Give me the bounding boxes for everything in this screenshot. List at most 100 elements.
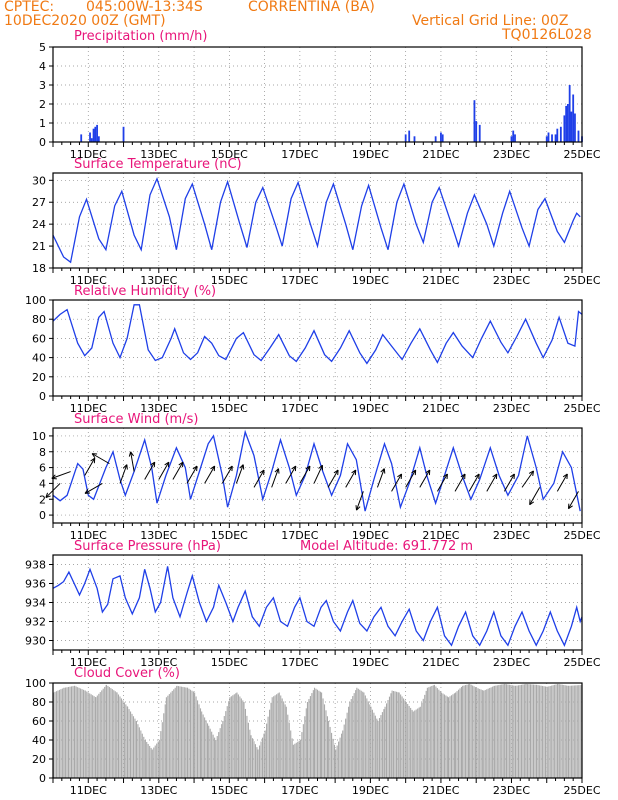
panel-cloud-bar [311,693,313,778]
panel-precip-ytick-label: 4 [39,60,46,73]
panel-cloud-bar [529,684,532,778]
panel-cloud-bar [54,691,56,778]
panel-wind-wind-arrow [356,491,364,511]
panel-wind-wind-arrow [556,473,568,492]
panel-cloud-bar [221,724,223,778]
panel-cloud-bar [457,689,460,778]
panel-wind-wind-arrow-head [568,505,573,510]
panel-wind-wind-arrow-head [259,469,265,474]
panel-cloud-bar [578,685,580,778]
panel-cloud-bar [532,684,535,778]
panel-cloud-bar [89,693,91,778]
panel-cloud-bar [290,730,292,778]
panel-precip-bar [441,134,444,142]
panel-wind-wind-arrow-head [291,465,297,470]
panel-cloud-bar [385,703,388,778]
panel-cloud-bar [525,683,527,778]
panel-cloud-bar [297,741,299,778]
panel-cloud-bar [363,692,365,778]
panel-cloud-bar [179,686,181,778]
panel-cloud-bar [479,688,481,778]
panel-temp-frame [52,172,583,269]
panel-cloud-bar [140,730,142,778]
panel-cloud-bar [122,700,124,778]
panel-cloud-bar [156,743,158,778]
panel-cloud-bar [86,691,88,778]
panel-cloud-bar [167,695,169,778]
panel-cloud-bar [117,694,120,778]
panel-wind-wind-arrow-head [274,468,279,473]
panel-cloud-bar [452,694,454,778]
panel-precip-bar [408,130,411,142]
panel-cloud-bar [141,733,143,778]
panel-wind-series-line [52,429,581,512]
panel-cloud-bar [507,684,509,778]
panel-wind-wind-arrow-head [492,473,498,478]
panel-temp-ytick-label: 30 [32,174,46,187]
panel-cloud-bar [187,687,189,778]
panel-cloud-bar [424,694,426,778]
panel-cloud-bar [460,686,463,778]
panel-cloud-bar [435,686,437,778]
panel-cloud-bar [431,685,433,778]
panel-wind-wind-arrow-head [84,489,89,494]
panel-cloud-bar [93,696,95,778]
panel-cloud-bar [473,686,475,778]
panel-cloud-bar [417,708,419,778]
panel-press-ytick-label: 938 [25,559,46,572]
panel-cloud-bar [438,689,440,778]
panel-precip-bar [577,130,580,142]
panel-cloud-bar [168,694,170,778]
panel-cloud-bar [230,696,232,778]
panel-cloud-bar [425,690,427,778]
panel-press-ytick-label: 936 [25,578,46,591]
panel-cloud-bar [304,716,306,778]
panel-cloud-bar [138,727,140,778]
panel-cloud-bar [65,687,67,778]
panel-cloud-bar [80,688,82,778]
panel-cloud-bar [501,684,503,778]
panel-cloud-bar [440,692,443,778]
panel-cloud-bar [561,684,563,778]
panel-wind-wind-arrow-head [277,468,280,474]
panel-cloud-bar [180,686,182,778]
panel-press-series-line [52,566,583,647]
panel-cloud-bar [150,747,152,778]
panel-cloud-bar [271,697,273,778]
panel-precip-bar [92,128,95,142]
panel-cloud-bar [269,709,271,778]
panel-cloud-xtick-label: 21DEC [422,784,459,797]
panel-wind-wind-arrow-head [562,473,568,478]
panel-cloud-bar [569,685,571,778]
panel-precip-bar [512,130,515,142]
panel-wind-wind-arrow [405,469,417,488]
panel-cloud-bar [274,695,276,778]
panel-cloud-bar [346,712,348,778]
panel-precip-ytick-label: 1 [39,117,46,130]
panel-cloud-bar [259,745,261,778]
panel-precip-bar [89,132,91,142]
panel-cloud-bar [331,732,333,778]
panel-cloud-bar [146,741,148,778]
panel-cloud-bar [101,690,103,778]
panel-wind-wind-arrow-head [91,453,96,459]
panel-cloud-bar [432,685,434,778]
panel-cloud-bar [209,728,211,778]
panel-cloud-bar [516,685,518,778]
panel-rh-ytick-label: 20 [32,371,46,384]
panel-wind-xtick-label: 17DEC [281,529,318,542]
panel-cloud-bar [301,732,303,778]
panel-cloud-bar [243,702,245,778]
panel-wind-wind-arrow [486,473,498,492]
panel-precip-bar [413,136,416,142]
header-source: CPTEC: [4,0,55,15]
panel-temp-ytick-label: 21 [32,240,46,253]
panel-press-xtick-label: 23DEC [493,656,530,669]
panel-cloud-bar [218,732,220,778]
panel-cloud-ytick-label: 20 [32,753,46,766]
panel-wind-xtick-label: 23DEC [493,529,530,542]
panel-cloud-bar [319,691,321,778]
panel-wind-wind-arrow-head [45,495,51,499]
panel-rh-xtick-label: 17DEC [281,402,318,415]
panel-cloud-bar [111,689,113,778]
